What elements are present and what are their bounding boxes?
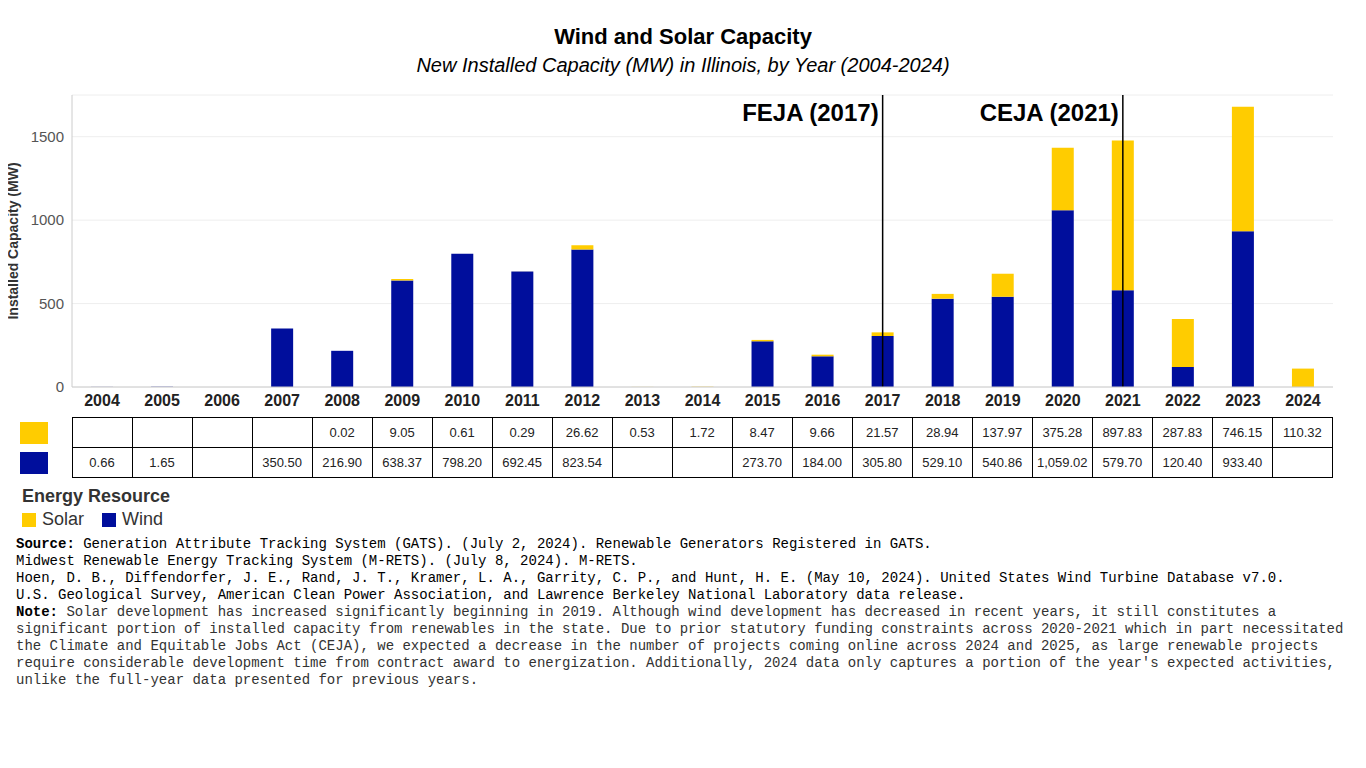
html-text:110.32: 110.32 xyxy=(1283,425,1322,440)
html-text:28.94: 28.94 xyxy=(926,425,959,440)
svg-text:2007: 2007 xyxy=(264,392,300,409)
html-text:9.66: 9.66 xyxy=(809,425,835,440)
svg-text:1500: 1500 xyxy=(31,128,64,145)
html-text:798.20: 798.20 xyxy=(442,455,482,470)
svg-text:500: 500 xyxy=(39,295,64,312)
svg-text:2019: 2019 xyxy=(985,392,1021,409)
svg-text:2004: 2004 xyxy=(84,392,120,409)
html-text:540.86: 540.86 xyxy=(982,455,1023,470)
html-text:0.29: 0.29 xyxy=(509,425,535,440)
svg-text:CEJA (2021): CEJA (2021) xyxy=(980,99,1119,126)
html-text:0.66: 0.66 xyxy=(89,455,115,470)
svg-text:2005: 2005 xyxy=(144,392,180,409)
html-text:Energy Resource: Energy Resource xyxy=(22,486,171,506)
svg-text:2024: 2024 xyxy=(1285,392,1321,409)
html-text:Wind and Solar Capacity: Wind and Solar Capacity xyxy=(554,24,812,49)
html-text:9.05: 9.05 xyxy=(389,425,415,440)
html-text:New Installed Capacity (MW) in: New Installed Capacity (MW) in Illinois,… xyxy=(416,54,950,76)
html-text:1.65: 1.65 xyxy=(149,455,175,470)
html-text:Note:: Note: xyxy=(16,604,58,620)
svg-text:2009: 2009 xyxy=(384,392,420,409)
html-text:1.72: 1.72 xyxy=(689,425,715,440)
html-text:Midwest Renewable Energy Track: Midwest Renewable Energy Tracking System… xyxy=(16,553,638,569)
html-text:137.97: 137.97 xyxy=(982,425,1023,440)
html-text:305.80: 305.80 xyxy=(862,455,903,470)
html-text:746.15: 746.15 xyxy=(1222,425,1263,440)
html-text:Hoen, D. B., Diffendorfer, J.: Hoen, D. B., Diffendorfer, J. E., Rand, … xyxy=(16,570,1285,586)
html-text:375.28: 375.28 xyxy=(1042,425,1083,440)
svg-text:2020: 2020 xyxy=(1045,392,1081,409)
html-text:Solar: Solar xyxy=(42,509,84,529)
html-text:273.70: 273.70 xyxy=(742,455,783,470)
html-text:692.45: 692.45 xyxy=(502,455,542,470)
html-text:0.53: 0.53 xyxy=(629,425,655,440)
svg-text:2018: 2018 xyxy=(925,392,961,409)
svg-text:2015: 2015 xyxy=(745,392,781,409)
svg-text:0: 0 xyxy=(56,378,64,395)
html-text:933.40: 933.40 xyxy=(1222,455,1263,470)
svg-text:2014: 2014 xyxy=(685,392,721,409)
html-text:216.90: 216.90 xyxy=(322,455,362,470)
svg-text:2017: 2017 xyxy=(865,392,901,409)
svg-text:2021: 2021 xyxy=(1105,392,1141,409)
svg-text:2011: 2011 xyxy=(505,392,540,409)
svg-text:2016: 2016 xyxy=(805,392,841,409)
svg-text:FEJA (2017): FEJA (2017) xyxy=(742,99,879,126)
svg-text:Installed Capacity (MW): Installed Capacity (MW) xyxy=(8,162,21,319)
html-text:8.47: 8.47 xyxy=(749,425,775,440)
html-text:287.83: 287.83 xyxy=(1162,425,1203,440)
html-text:579.70: 579.70 xyxy=(1102,455,1143,470)
html-text:U.S. Geological Survey, Americ: U.S. Geological Survey, American Clean P… xyxy=(16,587,966,603)
svg-text:2010: 2010 xyxy=(445,392,481,409)
svg-text:2006: 2006 xyxy=(204,392,240,409)
html-text:897.83: 897.83 xyxy=(1102,425,1143,440)
html-text:Solar development has increase: Solar development has increased signific… xyxy=(16,604,1344,688)
html-text:638.37: 638.37 xyxy=(382,455,422,470)
svg-text:2023: 2023 xyxy=(1225,392,1261,409)
html-text:350.50: 350.50 xyxy=(262,455,302,470)
html-text:Source:: Source: xyxy=(16,536,75,552)
html-text:120.40: 120.40 xyxy=(1162,455,1203,470)
html-text:529.10: 529.10 xyxy=(922,455,963,470)
html-text:184.00: 184.00 xyxy=(802,455,843,470)
svg-text:2013: 2013 xyxy=(625,392,661,409)
html-text:0.61: 0.61 xyxy=(449,425,475,440)
svg-text:2022: 2022 xyxy=(1165,392,1201,409)
svg-text:1000: 1000 xyxy=(31,211,64,228)
html-text:1,059.02: 1,059.02 xyxy=(1037,455,1088,470)
html-text:823.54: 823.54 xyxy=(562,455,602,470)
svg-text:2012: 2012 xyxy=(565,392,601,409)
html-text:0.02: 0.02 xyxy=(329,425,355,440)
svg-text:2008: 2008 xyxy=(324,392,360,409)
html-text:Generation Attribute Tracking: Generation Attribute Tracking System (GA… xyxy=(83,536,932,552)
html-text:Wind: Wind xyxy=(122,509,163,529)
html-text:21.57: 21.57 xyxy=(865,425,899,440)
html-text:26.62: 26.62 xyxy=(565,425,599,440)
